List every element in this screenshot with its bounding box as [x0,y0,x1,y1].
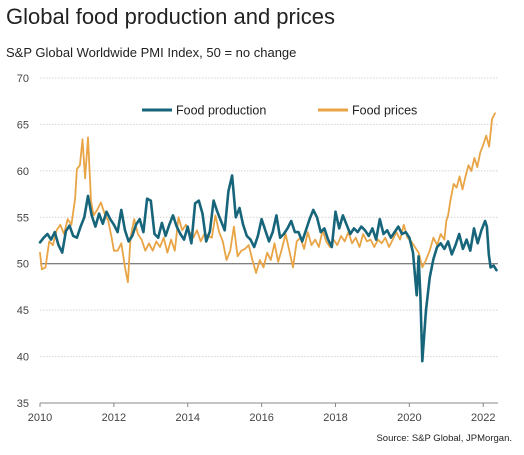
y-tick-label: 35 [17,398,29,410]
y-tick-label: 65 [17,119,29,131]
chart-source: Source: S&P Global, JPMorgan. [376,433,512,444]
x-tick-label: 2014 [175,412,199,424]
y-tick-label: 45 [17,305,29,317]
x-tick-label: 2022 [471,412,495,424]
y-tick-label: 60 [17,166,29,178]
legend-label: Food production [176,104,266,118]
y-tick-label: 70 [17,73,29,85]
series-layer [38,112,498,363]
y-tick-label: 50 [17,259,29,271]
x-tick-label: 2018 [323,412,347,424]
series-line-food-production [38,174,498,363]
chart-title: Global food production and prices [6,4,335,29]
x-tick-label: 2012 [102,412,126,424]
x-tick-label: 2020 [397,412,421,424]
chart-subtitle: S&P Global Worldwide PMI Index, 50 = no … [6,45,297,60]
y-tick-label: 55 [17,212,29,224]
legend-label: Food prices [352,104,417,118]
axis-layer: 35 40 45 50 55 60 65 70 2010 2012 2014 2016 2018 2020… [17,73,498,424]
x-tick-label: 2010 [28,412,52,424]
series-line-food-prices [39,112,496,284]
legend: Food production Food prices [142,104,417,118]
x-tick-label: 2016 [249,412,273,424]
y-tick-label: 40 [17,352,29,364]
